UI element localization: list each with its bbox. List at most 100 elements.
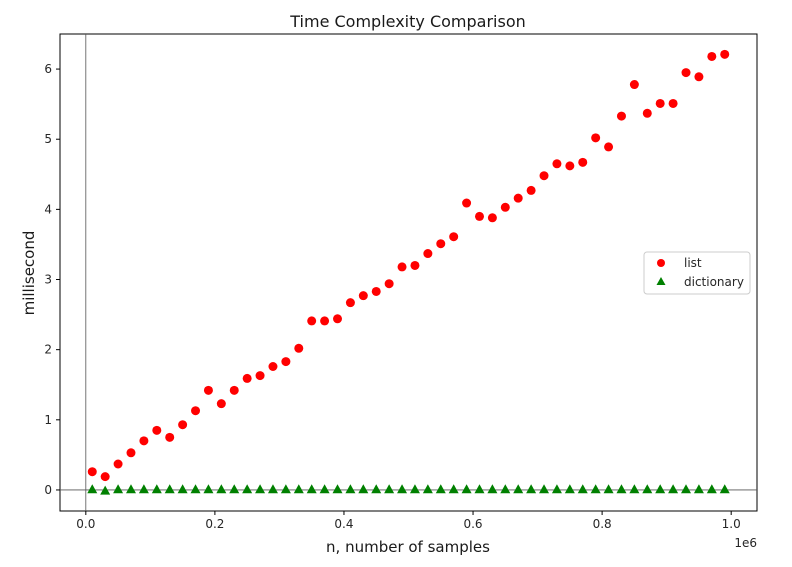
x-tick-label: 0.8 [593,517,612,531]
dictionary-point [435,484,446,494]
list-point [371,286,381,296]
y-tick-label: 5 [44,132,52,146]
list-point [604,142,614,152]
list-point [681,68,691,78]
dictionary-point [422,484,433,494]
dictionary-point [693,484,704,494]
dictionary-point [513,484,524,494]
list-point [591,133,601,143]
dictionary-point [551,484,562,494]
dictionary-point [539,484,550,494]
dictionary-point [332,484,343,494]
legend-box [643,251,751,295]
list-point [552,159,562,169]
y-tick-label: 6 [44,62,52,76]
list-point [191,406,201,416]
list-point [294,343,304,353]
list-point [513,193,523,203]
x-tick-label: 0.2 [205,517,224,531]
list-point [423,249,433,259]
list-point [642,108,652,118]
dictionary-point [668,484,679,494]
dictionary-point [87,484,98,494]
dictionary-point [681,484,692,494]
list-point [578,157,588,167]
x-axis-offset-label: 1e6 [734,536,757,550]
y-tick-label: 0 [44,483,52,497]
dictionary-point [448,484,459,494]
dictionary-point [487,484,498,494]
list-point [694,72,704,82]
list-point [320,316,330,326]
list-point [255,371,265,381]
dictionary-point [461,484,472,494]
reference-lines [60,34,757,511]
list-point [307,316,317,326]
dictionary-point [319,484,330,494]
list-point [436,239,446,249]
x-axis-title: n, number of samples [326,538,490,556]
dictionary-point [397,484,408,494]
dictionary-point [242,484,253,494]
list-point [629,80,639,90]
list-point [449,232,459,242]
legend: list dictionary [643,251,751,295]
list-point [526,185,536,195]
dictionary-point [371,484,382,494]
list-point [281,357,291,367]
list-point [720,49,730,59]
list-point [216,399,226,409]
series-list-points [87,49,730,482]
list-point [500,202,510,212]
list-point [410,260,420,270]
plot-frame [59,33,758,512]
list-point [203,385,213,395]
list-point [358,291,368,301]
dictionary-point [229,484,240,494]
y-tick-label: 4 [44,202,52,216]
dictionary-point [590,484,601,494]
legend-label-dictionary: dictionary [684,275,744,289]
y-tick-label: 1 [44,413,52,427]
chart-title: Time Complexity Comparison [289,12,526,31]
y-axis-ticks: 0 1 2 3 4 5 6 [44,62,60,497]
list-point [152,425,162,435]
list-point [487,213,497,223]
dictionary-point [358,484,369,494]
dictionary-point [706,484,717,494]
list-point [616,111,626,121]
y-tick-label: 2 [44,343,52,357]
dictionary-point [345,484,356,494]
list-point [345,298,355,308]
list-point [139,436,149,446]
list-point [397,262,407,272]
dictionary-point [409,484,420,494]
y-axis-title: millisecond [20,231,38,316]
list-point [565,161,575,171]
list-point [707,51,717,61]
x-tick-label: 1.0 [722,517,741,531]
list-point [113,459,123,469]
dictionary-point [203,484,214,494]
dictionary-point [151,484,162,494]
legend-label-list: list [684,256,702,270]
dictionary-point [526,484,537,494]
x-tick-label: 0.0 [76,517,95,531]
list-point [462,198,472,208]
dictionary-point [267,484,278,494]
dictionary-point [474,484,485,494]
list-point [384,279,394,289]
dictionary-point [255,484,266,494]
dictionary-point [164,484,175,494]
x-tick-label: 0.4 [334,517,353,531]
dictionary-point [603,484,614,494]
dictionary-point [138,484,149,494]
dictionary-point [125,484,136,494]
list-point [126,448,136,458]
dictionary-point [216,484,227,494]
dictionary-point [616,484,627,494]
series-dictionary-points [87,484,730,495]
x-tick-label: 0.6 [463,517,482,531]
list-point [100,472,110,482]
list-point [178,420,188,430]
